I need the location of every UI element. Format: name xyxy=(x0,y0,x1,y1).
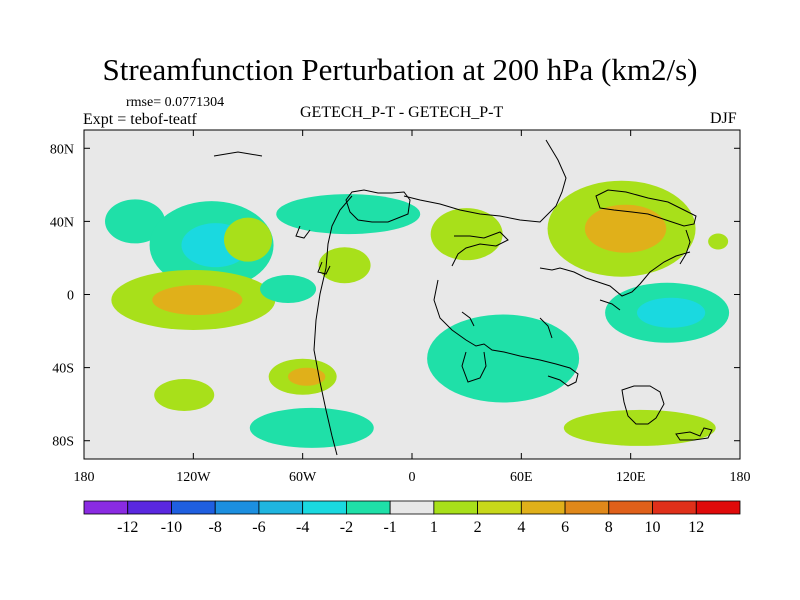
colorbar-label: 1 xyxy=(430,519,438,536)
colorbar-label: -4 xyxy=(296,519,309,536)
season-label: DJF xyxy=(710,110,737,127)
anomaly-atlantic-high xyxy=(318,247,371,284)
comparison-label: GETECH_P-T - GETECH_P-T xyxy=(300,104,504,121)
colorbar-label: 2 xyxy=(474,519,482,536)
colorbar-label: 10 xyxy=(645,519,661,536)
y-tick-label: 80N xyxy=(50,142,74,157)
colorbar-swatch xyxy=(520,500,566,515)
anomaly-north-atlantic-low xyxy=(276,194,421,235)
experiment-label: Expt = tebof-teatf xyxy=(83,111,197,128)
chart-title: Streamfunction Perturbation at 200 hPa (… xyxy=(102,52,698,87)
anomaly-pacific-east-high xyxy=(708,233,729,250)
x-tick-label: 60W xyxy=(289,470,317,485)
anomaly-southern-ocean-high xyxy=(563,409,716,446)
colorbar-swatch xyxy=(477,500,522,515)
colorbar-swatch xyxy=(433,500,479,515)
colorbar-label: -2 xyxy=(340,519,353,536)
x-tick-label: 120W xyxy=(176,470,211,485)
anomaly-core-tropical-east-pacific-high xyxy=(152,284,243,315)
colorbar-label: -6 xyxy=(252,519,265,536)
coastlines xyxy=(213,139,713,456)
colorbar-swatch xyxy=(695,500,741,515)
anomaly-north-pacific-pair-west-low xyxy=(105,199,166,244)
y-tick-label: 40S xyxy=(52,362,74,377)
x-tick-label: 0 xyxy=(409,470,416,485)
colorbar-label: -1 xyxy=(383,519,396,536)
colorbar-swatch xyxy=(345,500,391,515)
colorbar-swatch xyxy=(83,500,129,515)
anomaly-north-pacific-high-east xyxy=(224,217,272,262)
anomaly-indian-ocean-low xyxy=(427,314,580,403)
colorbar-label: 4 xyxy=(517,519,525,536)
anomaly-mediterranean-high xyxy=(430,208,503,261)
anomaly-tropical-pacific-low xyxy=(260,275,317,304)
colorbar-swatch xyxy=(652,500,697,515)
y-tick-label: 0 xyxy=(67,289,74,304)
colorbar-label: -12 xyxy=(117,519,138,536)
x-tick-label: 180 xyxy=(730,470,751,485)
anomaly-south-pacific-high xyxy=(154,379,215,412)
colorbar-swatch xyxy=(302,500,347,515)
colorbar-label: 12 xyxy=(688,519,704,536)
anomaly-south-atlantic-low xyxy=(249,407,374,448)
anomaly-core-asia-high xyxy=(584,204,667,253)
colorbar-swatch xyxy=(127,500,172,515)
colorbar-swatch xyxy=(258,500,304,515)
colorbar-label: 8 xyxy=(605,519,613,536)
y-tick-label: 80S xyxy=(52,435,74,450)
colorbar-swatch xyxy=(564,500,610,515)
colorbar-label: -10 xyxy=(161,519,182,536)
colorbar-swatch xyxy=(389,500,435,515)
colorbar-label: 6 xyxy=(561,519,569,536)
colorbar-swatch xyxy=(171,500,216,515)
y-tick-label: 40N xyxy=(50,215,74,230)
colorbar-label: -8 xyxy=(209,519,222,536)
x-tick-label: 60E xyxy=(510,470,533,485)
anomaly-core-south-indian-ocean-low xyxy=(637,297,706,328)
x-tick-label: 120E xyxy=(616,470,646,485)
anomaly-core-south-atlantic-high xyxy=(287,367,326,386)
x-tick-label: 180 xyxy=(74,470,95,485)
colorbar-swatch xyxy=(214,500,260,515)
rmse-label: rmse= 0.0771304 xyxy=(126,95,225,110)
colorbar-swatch xyxy=(608,500,653,515)
